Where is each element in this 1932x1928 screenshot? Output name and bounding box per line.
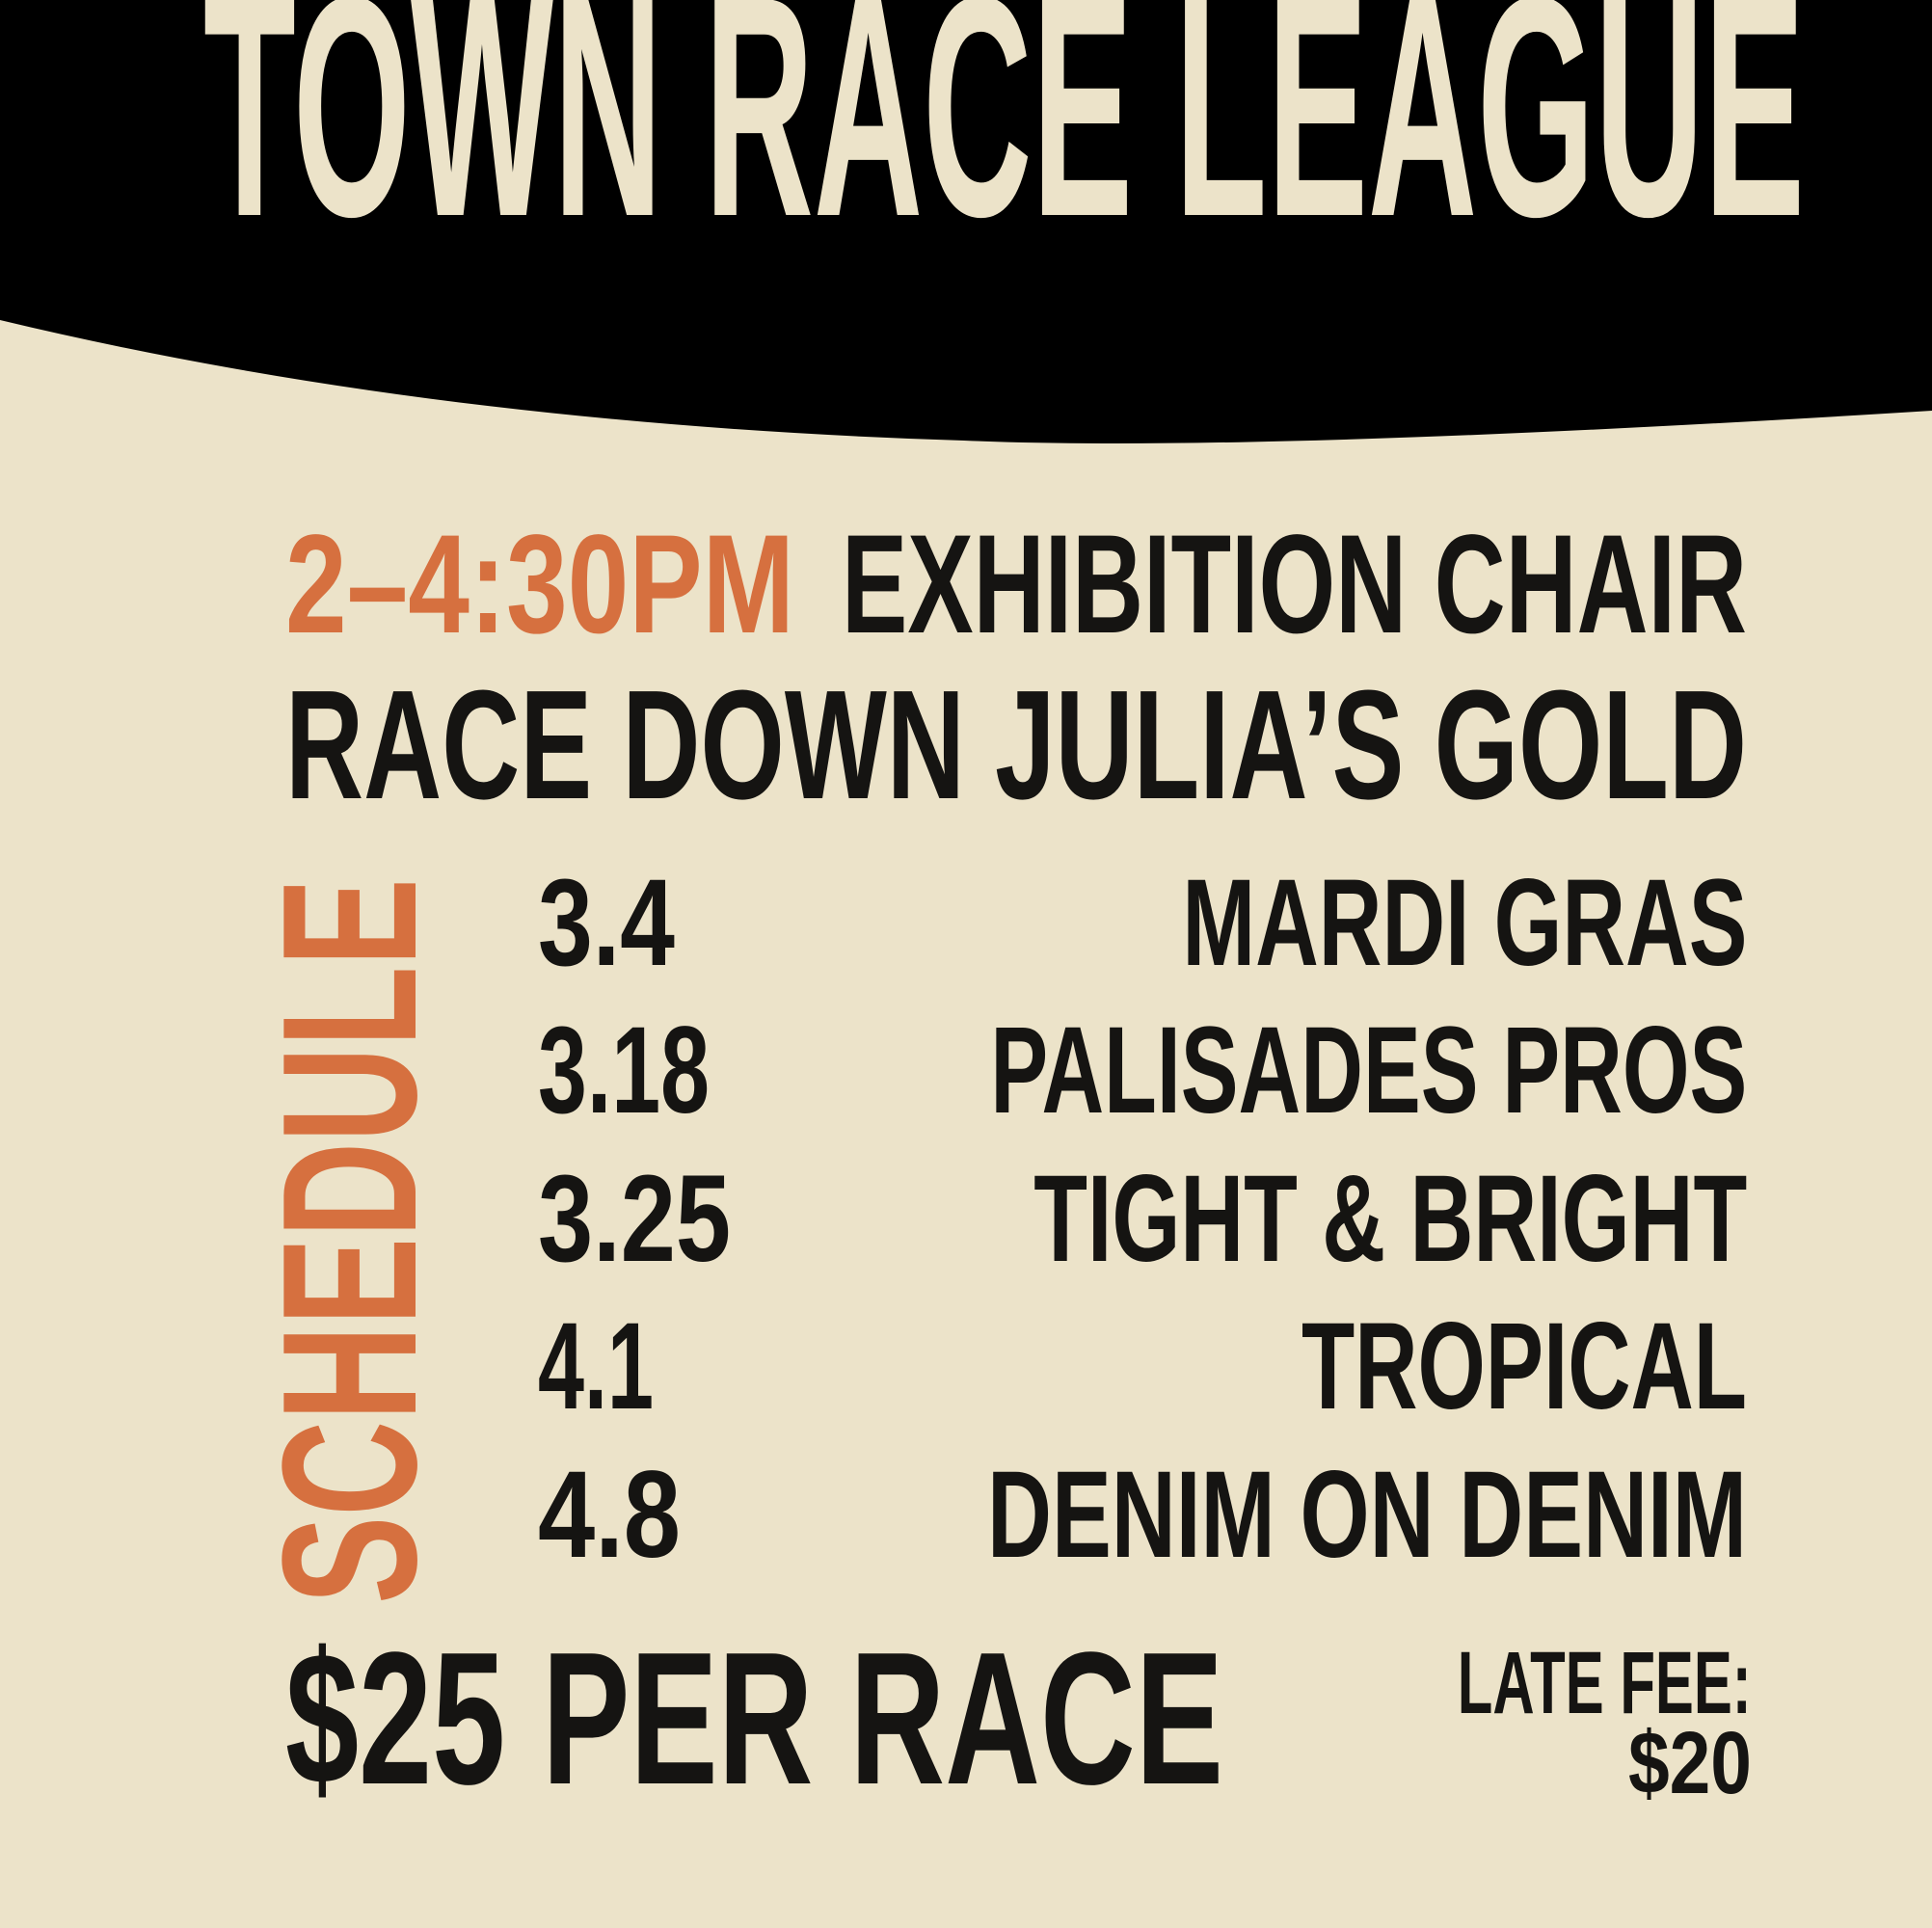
header-band	[0, 0, 1932, 443]
schedule-theme: TROPICAL	[1301, 1298, 1747, 1436]
schedule-date: 4.1	[538, 1298, 654, 1436]
schedule-date: 3.18	[538, 1002, 710, 1140]
schedule-date: 3.25	[538, 1150, 731, 1289]
schedule-date: 3.4	[538, 854, 675, 993]
schedule-theme: MARDI GRAS	[1182, 854, 1747, 993]
schedule-label: SCHEDULE	[243, 878, 458, 1604]
schedule-date: 4.8	[538, 1446, 681, 1585]
event-line-2: RACE DOWN JULIA’S GOLD	[285, 657, 1747, 832]
schedule-theme: TIGHT & BRIGHT	[1033, 1150, 1747, 1289]
price: $25 PER RACE	[285, 1613, 1223, 1824]
late-fee-amount: $20	[1628, 1713, 1752, 1812]
schedule-theme: DENIM ON DENIM	[987, 1446, 1747, 1585]
title: TOWN RACE LEAGUE	[203, 0, 1805, 281]
event-time: 2–4:30PM	[285, 504, 794, 662]
event-line-1: EXHIBITION CHAIR	[842, 504, 1747, 662]
late-fee-label: LATE FEE:	[1458, 1633, 1752, 1732]
schedule-theme: PALISADES PROS	[990, 1002, 1747, 1140]
